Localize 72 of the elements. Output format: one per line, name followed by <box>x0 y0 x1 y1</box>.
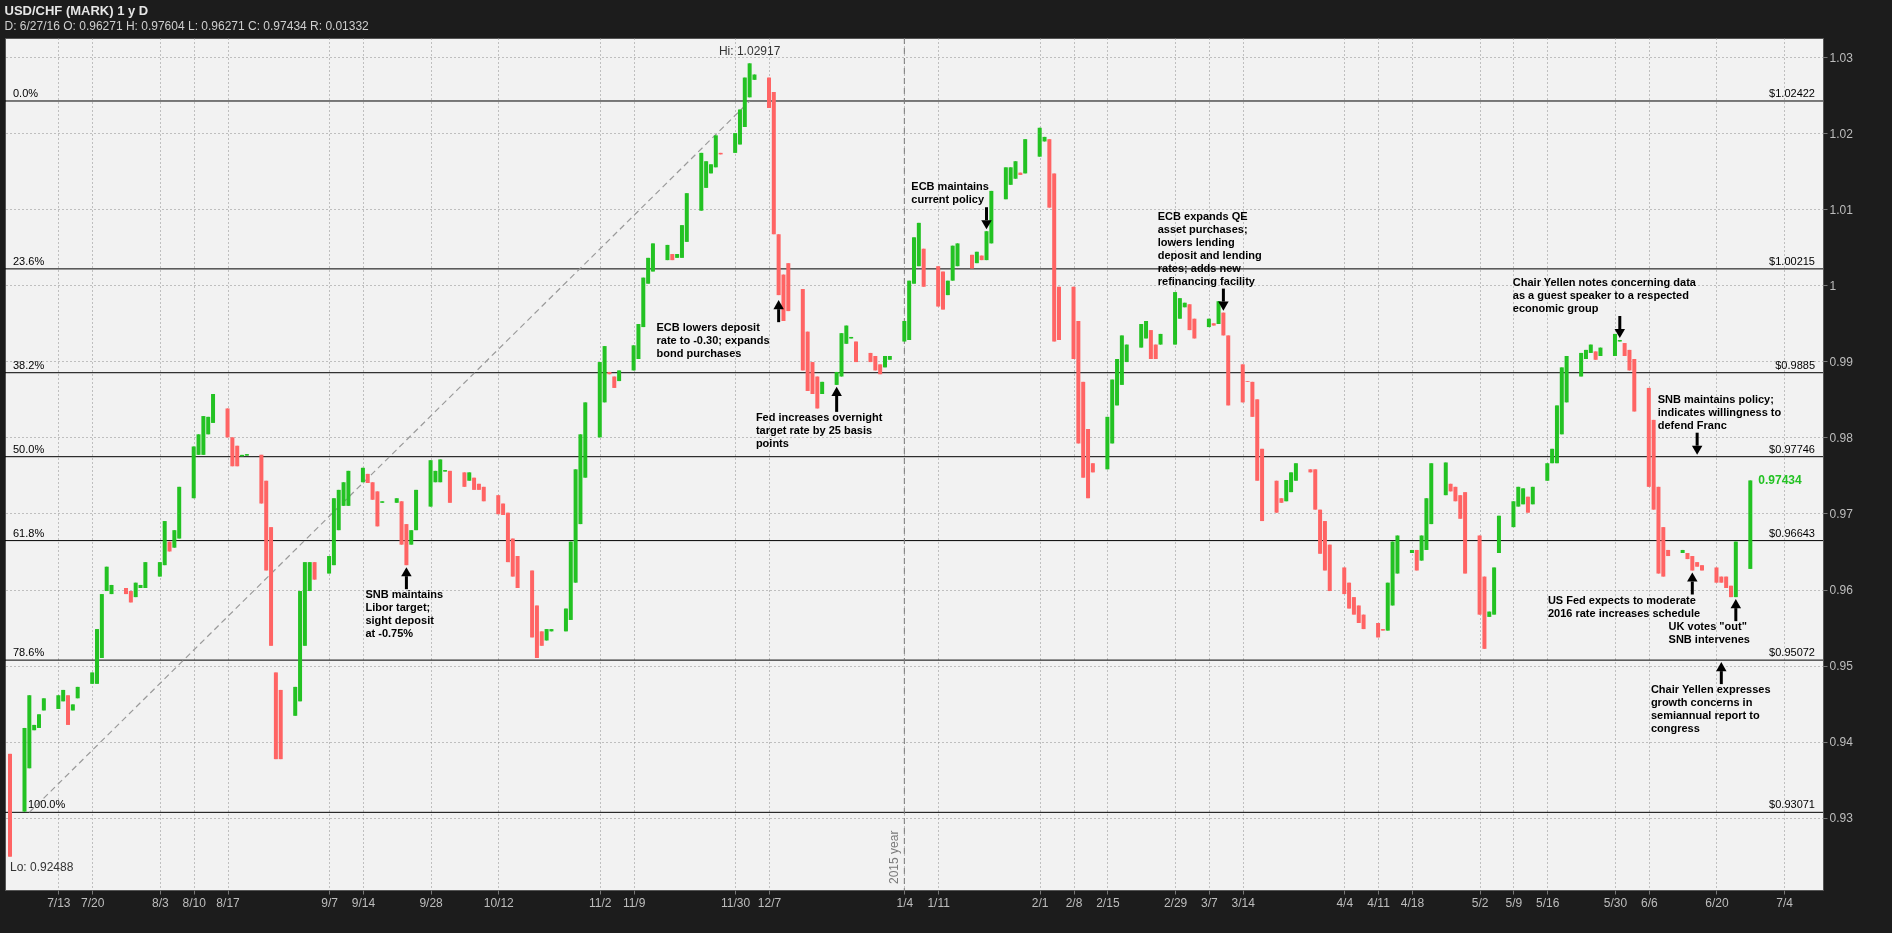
x-tick-label: 5/9 <box>1505 895 1523 910</box>
x-tick-label: 6/20 <box>1705 895 1729 910</box>
x-tick-label: 2/15 <box>1096 895 1120 910</box>
candlestick <box>1139 323 1144 349</box>
x-tick-label: 7/4 <box>1776 895 1794 910</box>
x-tick-label: 3/14 <box>1231 895 1256 910</box>
annotation: 100.0% <box>27 798 66 811</box>
x-tick-label: 2/29 <box>1163 895 1188 910</box>
annotation: 0.97434 <box>1758 473 1803 488</box>
y-tick-label: 0.99 <box>1829 354 1854 369</box>
y-tick-label: 0.93 <box>1829 811 1854 826</box>
annotation: US Fed expects to moderate 2016 rate increases schedule <box>1547 593 1701 619</box>
y-tick-label: 0.96 <box>1829 583 1854 598</box>
x-tick-label: 8/10 <box>182 895 207 910</box>
ref-line-label: $1.00215 <box>1769 254 1815 267</box>
annotation: 61.8% <box>12 526 45 539</box>
annotation: Chair Yellen notes concerning data as a guest speaker to a respected economic group <box>1512 276 1697 314</box>
x-tick-label: 3/7 <box>1201 895 1219 910</box>
annotation: 0.0% <box>12 86 39 99</box>
x-tick-label: 4/4 <box>1336 895 1354 910</box>
ref-line-label: 2015 year <box>887 830 902 884</box>
x-tick-label: 10/12 <box>483 895 515 910</box>
annotation: Fed increases overnight target rate by 25 basis points <box>755 410 883 449</box>
annotation: Chair Yellen expresses growth concerns in semiannual report to congress <box>1650 683 1771 735</box>
ref-line-label: $0.95072 <box>1769 646 1815 659</box>
x-tick-label: 5/16 <box>1536 895 1560 910</box>
x-tick-label: 1/4 <box>896 895 914 910</box>
x-tick-label: 6/6 <box>1640 895 1658 910</box>
y-tick-label: 1 <box>1829 278 1837 293</box>
ref-line-label: $0.96643 <box>1769 526 1815 539</box>
x-tick-label: 11/9 <box>622 895 646 910</box>
y-tick-label: 0.97 <box>1829 506 1854 521</box>
chart-title: USD/CHF (MARK) 1 y D <box>4 2 149 18</box>
annotation: SNB maintains Libor target; sight deposit at -0.75% <box>365 588 444 640</box>
annotation: UK votes "out" SNB intervenes <box>1668 620 1750 646</box>
annotation: 50.0% <box>12 442 45 455</box>
x-tick-label: 9/7 <box>321 895 339 910</box>
ref-line-label: $0.97746 <box>1769 442 1815 455</box>
x-tick-label: 11/30 <box>721 895 751 910</box>
y-tick-label: 0.95 <box>1829 659 1854 674</box>
y-tick-label: 0.98 <box>1829 430 1854 445</box>
annotation: Hi: 1.02917 <box>718 44 781 59</box>
x-tick-label: 4/18 <box>1400 895 1425 910</box>
y-tick-label: 1.03 <box>1829 50 1854 65</box>
x-tick-label: 9/14 <box>351 895 376 910</box>
x-tick-label: 2/1 <box>1031 895 1049 910</box>
x-tick-label: 11/2 <box>589 895 612 910</box>
annotation: ECB maintains current policy <box>911 180 989 206</box>
chart-subtitle: D: 6/27/16 O: 0.96271 H: 0.97604 L: 0.96271 C: 0.97434 R: 0.01332 <box>4 18 370 33</box>
x-tick-label: 5/2 <box>1471 895 1489 910</box>
x-tick-label: 2/8 <box>1065 895 1083 910</box>
annotation: 78.6% <box>12 646 45 659</box>
x-tick-label: 12/7 <box>757 895 782 910</box>
y-tick-label: 1.02 <box>1829 126 1854 141</box>
annotation: SNB maintains policy; indicates willingness to defend Franc <box>1657 392 1782 431</box>
annotation: 38.2% <box>12 358 45 371</box>
x-tick-label: 8/3 <box>152 895 170 910</box>
x-tick-label: 5/30 <box>1603 895 1628 910</box>
x-tick-label: 1/11 <box>927 895 951 910</box>
annotation: 23.6% <box>12 254 45 267</box>
ref-line-label: $0.93071 <box>1769 798 1815 811</box>
ref-line-label: $0.9885 <box>1775 358 1815 371</box>
x-tick-label: 8/17 <box>216 895 241 910</box>
x-tick-label: 7/13 <box>47 895 71 910</box>
annotation: ECB lowers deposit rate to -0.30; expands bond purchases <box>656 321 770 360</box>
y-tick-label: 0.94 <box>1829 735 1854 750</box>
x-tick-label: 4/11 <box>1367 895 1391 910</box>
y-tick-label: 1.01 <box>1829 202 1854 217</box>
ref-line-label: $1.02422 <box>1769 86 1815 99</box>
x-tick-label: 7/20 <box>81 895 105 910</box>
annotation: Lo: 0.92488 <box>10 859 74 874</box>
x-tick-label: 9/28 <box>419 895 444 910</box>
